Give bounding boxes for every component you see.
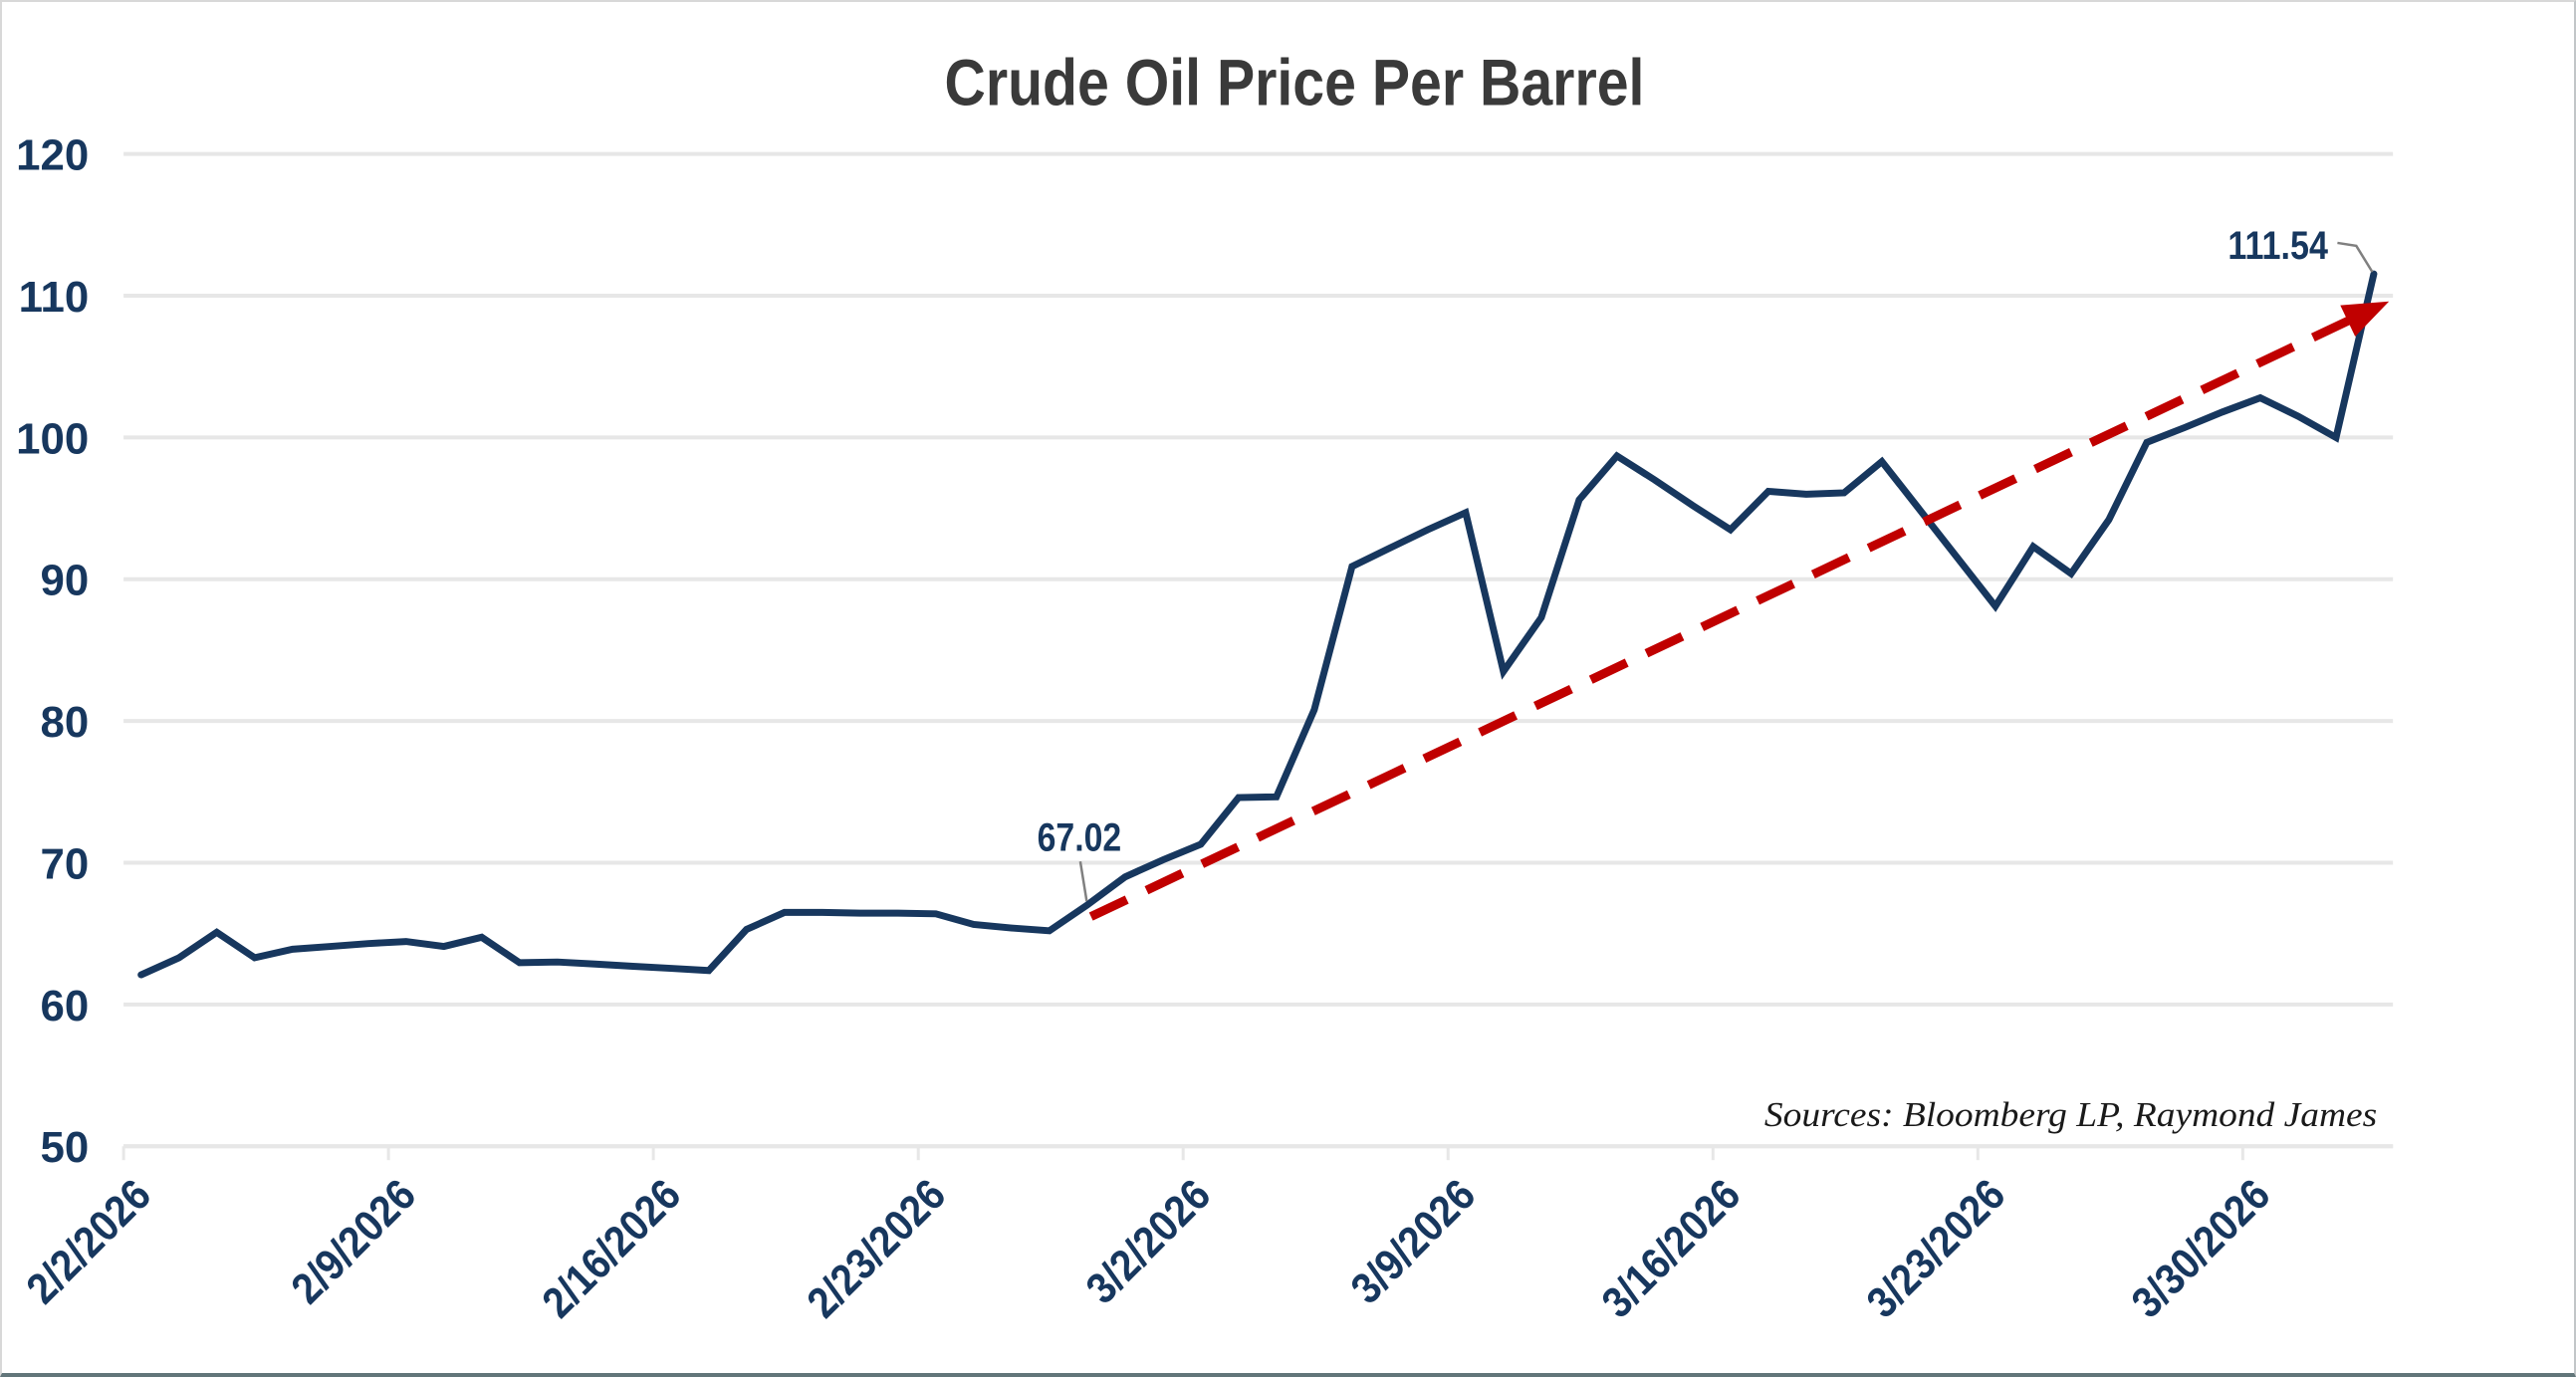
y-axis-label: 120 [16,131,89,180]
chart-generated-layer: 50 60 70 80 90 100 110 120 2/2/2026 2/9/2026 2/16/… [16,131,2394,1327]
x-axis-label: 2/16/2026 [533,1170,690,1327]
x-axis-label: 2/2/2026 [17,1170,160,1313]
y-axis-label: 90 [41,557,90,605]
y-axis-label: 70 [41,839,90,888]
source-note: Sources: Bloomberg LP, Raymond James [1764,1095,2377,1134]
y-axis-label: 60 [41,982,90,1031]
annotation-start-leader [1078,861,1088,902]
chart-title: Crude Oil Price Per Barrel [945,47,1645,119]
x-axis-label: 3/9/2026 [1341,1170,1485,1313]
annotation-end-leader [2337,241,2374,273]
x-axis-label: 3/23/2026 [1857,1170,2014,1327]
x-axis-label: 2/9/2026 [282,1170,425,1313]
price-line [137,270,2378,979]
y-axis-label: 100 [16,414,89,463]
y-axis-label: 110 [19,273,90,322]
trend-arrowhead [2340,301,2390,338]
y-axis-label: 50 [41,1123,90,1172]
trend-line [1088,314,2356,921]
x-axis-label: 3/2/2026 [1076,1170,1220,1313]
annotation-end-label: 111.54 [2227,224,2328,268]
annotation-start-label: 67.02 [1038,815,1122,859]
x-axis-label: 2/23/2026 [798,1170,955,1327]
x-axis-label: 3/16/2026 [1592,1170,1750,1327]
x-axis-label: 3/30/2026 [2122,1170,2279,1327]
y-axis-label: 80 [41,698,90,747]
